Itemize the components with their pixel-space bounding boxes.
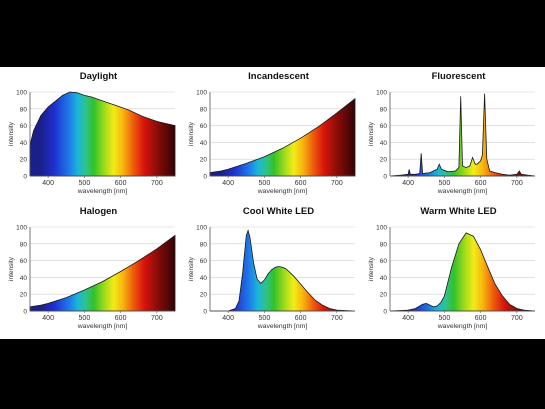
chart-daylight: 0 20 40 60 80 100 400 500 600 700 Daylight waveleng… [8, 71, 176, 195]
y-tick-label: 40 [20, 140, 28, 147]
chart-title: Incandescent [248, 71, 310, 82]
x-tick-label: 700 [331, 180, 343, 187]
y-tick-label: 20 [380, 292, 388, 299]
x-tick-label: 700 [331, 315, 343, 322]
y-tick-label: 60 [20, 123, 28, 130]
y-tick-label: 20 [380, 157, 388, 164]
y-tick-label: 60 [200, 258, 208, 265]
y-axis-label: intensity [368, 121, 375, 146]
x-tick-label: 400 [222, 180, 234, 187]
x-tick-label: 600 [115, 180, 127, 187]
y-tick-label: 60 [20, 258, 28, 265]
y-axis-label: intensity [8, 121, 15, 146]
chart-title: Cool White LED [243, 206, 314, 217]
x-tick-label: 600 [115, 315, 127, 322]
spectrum-area [29, 234, 176, 312]
x-tick-label: 700 [511, 315, 523, 322]
x-axis-label: wavelength [nm] [257, 188, 308, 195]
y-tick-label: 100 [196, 225, 207, 232]
y-tick-label: 80 [200, 241, 208, 248]
y-tick-label: 100 [376, 225, 387, 232]
chart-title: Daylight [80, 71, 118, 82]
y-tick-label: 0 [23, 309, 27, 316]
x-tick-label: 400 [42, 180, 54, 187]
x-tick-label: 400 [42, 315, 54, 322]
y-tick-label: 60 [380, 123, 388, 130]
x-tick-label: 700 [151, 315, 163, 322]
chart-fluorescent: 0 20 40 60 80 100 400 500 600 700 Fluorescent wavel… [368, 71, 536, 195]
y-tick-label: 40 [200, 140, 208, 147]
y-tick-label: 20 [20, 292, 28, 299]
x-tick-label: 500 [439, 315, 451, 322]
x-axis-label: wavelength [nm] [257, 323, 308, 330]
y-tick-label: 80 [200, 106, 208, 113]
y-tick-label: 80 [20, 241, 28, 248]
chart-title: Halogen [80, 206, 118, 217]
y-tick-label: 60 [380, 258, 388, 265]
y-axis-label: intensity [188, 256, 195, 281]
y-axis-label: intensity [188, 121, 195, 146]
x-tick-label: 500 [439, 180, 451, 187]
spectrum-area [389, 232, 536, 312]
chart-warm-white-led: 0 20 40 60 80 100 400 500 600 700 Warm White LED wa… [368, 206, 536, 330]
spectrum-area [209, 97, 356, 177]
spectrum-area [389, 93, 536, 177]
x-axis-label: wavelength [nm] [437, 323, 488, 330]
x-tick-label: 500 [259, 180, 271, 187]
y-tick-label: 40 [380, 140, 388, 147]
y-tick-label: 20 [200, 292, 208, 299]
y-tick-label: 80 [380, 106, 388, 113]
y-tick-label: 100 [376, 90, 387, 97]
x-tick-label: 500 [79, 315, 91, 322]
y-axis-label: intensity [368, 256, 375, 281]
y-tick-label: 100 [16, 225, 27, 232]
y-tick-label: 60 [200, 123, 208, 130]
y-tick-label: 0 [203, 309, 207, 316]
x-tick-label: 600 [295, 180, 307, 187]
spectrum-area [210, 229, 356, 312]
y-tick-label: 20 [20, 157, 28, 164]
y-tick-label: 0 [383, 309, 387, 316]
x-axis-label: wavelength [nm] [437, 188, 488, 195]
x-tick-label: 700 [151, 180, 163, 187]
y-tick-label: 0 [383, 174, 387, 181]
x-tick-label: 600 [475, 180, 487, 187]
chart-title: Fluorescent [432, 71, 487, 82]
x-tick-label: 600 [475, 315, 487, 322]
y-tick-label: 100 [16, 90, 27, 97]
x-axis-label: wavelength [nm] [77, 188, 128, 195]
chart-halogen: 0 20 40 60 80 100 400 500 600 700 Halogen wavelengt… [8, 206, 176, 330]
x-tick-label: 500 [259, 315, 271, 322]
x-tick-label: 400 [402, 180, 414, 187]
x-tick-label: 600 [295, 315, 307, 322]
y-tick-label: 40 [200, 275, 208, 282]
x-tick-label: 500 [79, 180, 91, 187]
x-tick-label: 400 [402, 315, 414, 322]
y-tick-label: 80 [20, 106, 28, 113]
spectrum-area [29, 91, 176, 177]
y-tick-label: 100 [196, 90, 207, 97]
y-tick-label: 40 [380, 275, 388, 282]
y-tick-label: 80 [380, 241, 388, 248]
x-axis-label: wavelength [nm] [77, 323, 128, 330]
y-axis-label: intensity [8, 256, 15, 281]
x-tick-label: 400 [222, 315, 234, 322]
figure-panel: 0 20 40 60 80 100 400 500 600 700 Daylight waveleng… [0, 67, 545, 339]
y-tick-label: 20 [200, 157, 208, 164]
y-tick-label: 0 [203, 174, 207, 181]
chart-cool-white-led: 0 20 40 60 80 100 400 500 600 700 Cool White LED wa… [188, 206, 356, 330]
x-tick-label: 700 [511, 180, 523, 187]
chart-incandescent: 0 20 40 60 80 100 400 500 600 700 Incandescent wave… [188, 71, 356, 195]
y-tick-label: 40 [20, 275, 28, 282]
chart-title: Warm White LED [420, 206, 496, 217]
y-tick-label: 0 [23, 174, 27, 181]
